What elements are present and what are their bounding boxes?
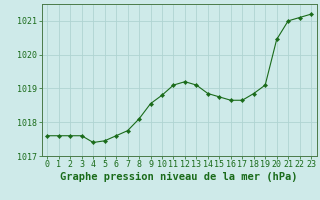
X-axis label: Graphe pression niveau de la mer (hPa): Graphe pression niveau de la mer (hPa) — [60, 172, 298, 182]
